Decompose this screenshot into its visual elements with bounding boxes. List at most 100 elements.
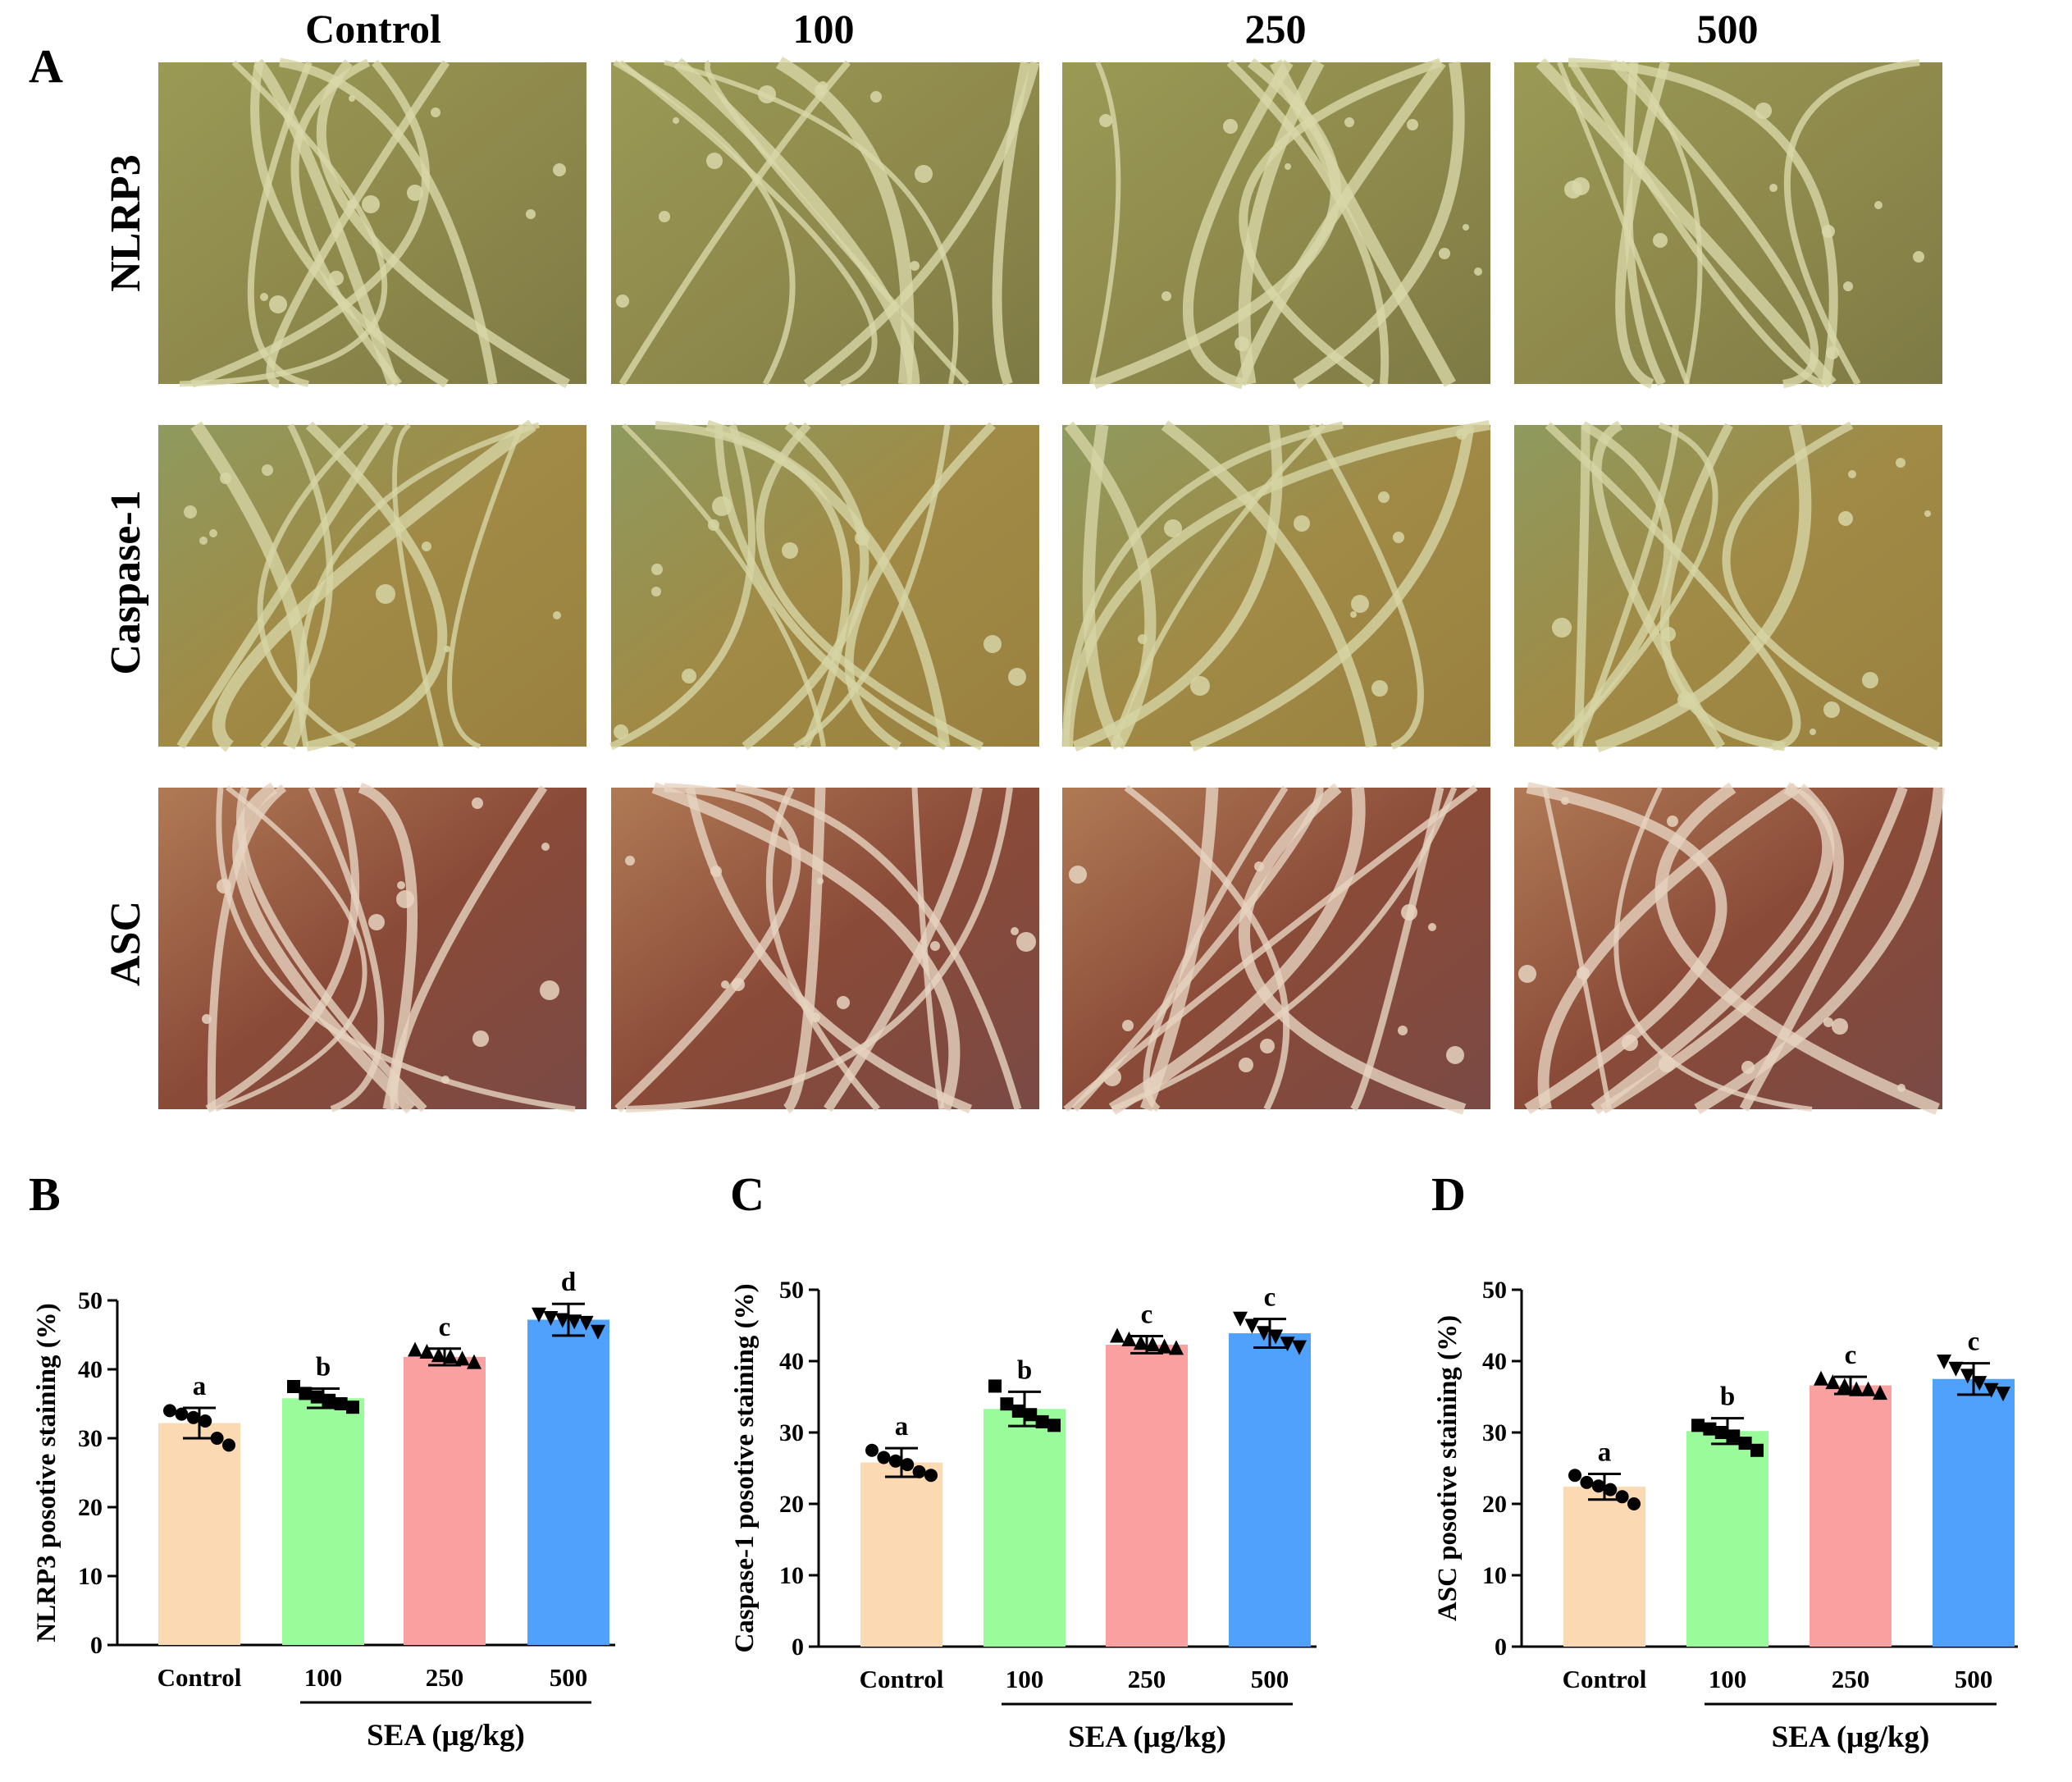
data-point — [1837, 1378, 1852, 1393]
data-point — [1256, 1326, 1271, 1341]
row-label-asc: ASC — [103, 901, 149, 986]
significance-letter: b — [1720, 1382, 1735, 1412]
bar-control — [860, 1462, 942, 1647]
data-point — [567, 1314, 582, 1330]
x-tick-label: Control — [1563, 1665, 1647, 1693]
bar-250 — [404, 1356, 486, 1645]
data-point — [1996, 1387, 2010, 1402]
bar-500 — [1229, 1333, 1311, 1647]
micrograph-caspase-1-500 — [1514, 420, 1942, 753]
micrograph-grid — [158, 57, 1945, 1115]
data-point — [1814, 1370, 1828, 1386]
data-point — [322, 1393, 336, 1407]
data-point — [912, 1464, 926, 1478]
data-point — [1292, 1340, 1307, 1355]
data-point — [988, 1379, 1002, 1393]
x-tick-label: 250 — [1128, 1665, 1166, 1693]
data-point — [1604, 1483, 1618, 1496]
data-point — [1024, 1408, 1038, 1422]
bar-100 — [282, 1398, 364, 1645]
y-tick-label: 0 — [1495, 1634, 1507, 1661]
data-point — [1691, 1419, 1705, 1432]
data-point — [1615, 1490, 1629, 1504]
bar-control — [1563, 1487, 1645, 1647]
data-point — [1121, 1331, 1137, 1346]
micrograph-asc-250 — [1062, 783, 1490, 1115]
data-point — [1268, 1329, 1284, 1345]
column-label-500: 500 — [1697, 6, 1759, 52]
x-group-label: SEA (μg/kg) — [1068, 1720, 1226, 1754]
panel-a-label: A — [29, 39, 63, 93]
data-point — [543, 1311, 559, 1326]
data-point — [1280, 1336, 1295, 1352]
data-point — [532, 1307, 546, 1323]
bar-250 — [1106, 1344, 1188, 1647]
significance-letter: a — [193, 1372, 207, 1401]
data-point — [1703, 1422, 1717, 1436]
micrograph-asc-control — [158, 782, 586, 1114]
x-tick-label: 100 — [304, 1663, 343, 1692]
data-point — [467, 1354, 481, 1369]
column-label-100: 100 — [793, 6, 855, 52]
y-tick-label: 0 — [90, 1632, 103, 1659]
data-point — [443, 1348, 459, 1364]
x-tick-label: 250 — [1832, 1665, 1870, 1693]
y-tick-label: 20 — [1482, 1491, 1507, 1518]
data-point — [210, 1432, 224, 1445]
micrograph-caspase-1-control — [158, 419, 586, 752]
data-point — [186, 1410, 200, 1424]
error-bar — [552, 1302, 585, 1337]
data-point — [591, 1324, 605, 1340]
x-tick-label: 100 — [1006, 1665, 1044, 1693]
data-point — [1714, 1426, 1728, 1439]
data-point — [454, 1350, 470, 1366]
data-point — [1011, 1404, 1025, 1418]
y-axis-label: NLRP3 posotive staining (%) — [32, 1303, 62, 1642]
panel-letter: D — [1431, 1167, 1466, 1221]
x-tick-label: 250 — [426, 1663, 464, 1692]
significance-letter: c — [1845, 1341, 1857, 1370]
panel-letter: B — [29, 1167, 61, 1221]
data-point — [1035, 1414, 1049, 1428]
y-tick-label: 10 — [1482, 1562, 1507, 1589]
data-point — [1860, 1381, 1876, 1396]
data-point — [924, 1469, 938, 1483]
data-point — [1627, 1497, 1641, 1510]
micrograph-nlrp3-control — [158, 57, 586, 389]
panel-letter: C — [730, 1167, 764, 1221]
bar-250 — [1810, 1385, 1892, 1647]
x-tick-label: 500 — [550, 1663, 588, 1692]
error-bar — [1957, 1362, 1990, 1396]
x-tick-label: Control — [860, 1665, 944, 1693]
data-point — [877, 1451, 891, 1464]
micrograph-nlrp3-100 — [611, 57, 1040, 388]
column-label-control: Control — [305, 6, 441, 52]
data-point — [1047, 1419, 1061, 1432]
data-point — [1738, 1437, 1752, 1451]
y-tick-label: 20 — [78, 1494, 103, 1521]
data-point — [287, 1380, 300, 1393]
data-point — [299, 1387, 313, 1400]
data-point — [1157, 1338, 1172, 1354]
micrograph-nlrp3-250 — [1062, 57, 1490, 390]
data-point — [578, 1315, 594, 1331]
micrograph-asc-100 — [611, 782, 1039, 1114]
significance-letter: b — [316, 1353, 331, 1382]
y-tick-label: 50 — [78, 1287, 103, 1314]
data-point — [1960, 1368, 1975, 1384]
y-tick-label: 10 — [78, 1563, 103, 1590]
data-point — [1972, 1376, 1988, 1391]
data-point — [1983, 1382, 1999, 1398]
data-point — [346, 1400, 359, 1414]
micrograph-asc-500 — [1514, 782, 1945, 1115]
data-point — [163, 1404, 176, 1418]
data-point — [1873, 1385, 1887, 1400]
column-label-250: 250 — [1245, 6, 1307, 52]
y-tick-label: 40 — [779, 1348, 804, 1375]
data-point — [1849, 1381, 1864, 1396]
data-point — [1750, 1443, 1764, 1457]
data-point — [1145, 1336, 1161, 1351]
y-tick-label: 30 — [779, 1419, 804, 1446]
data-point — [1000, 1397, 1014, 1411]
